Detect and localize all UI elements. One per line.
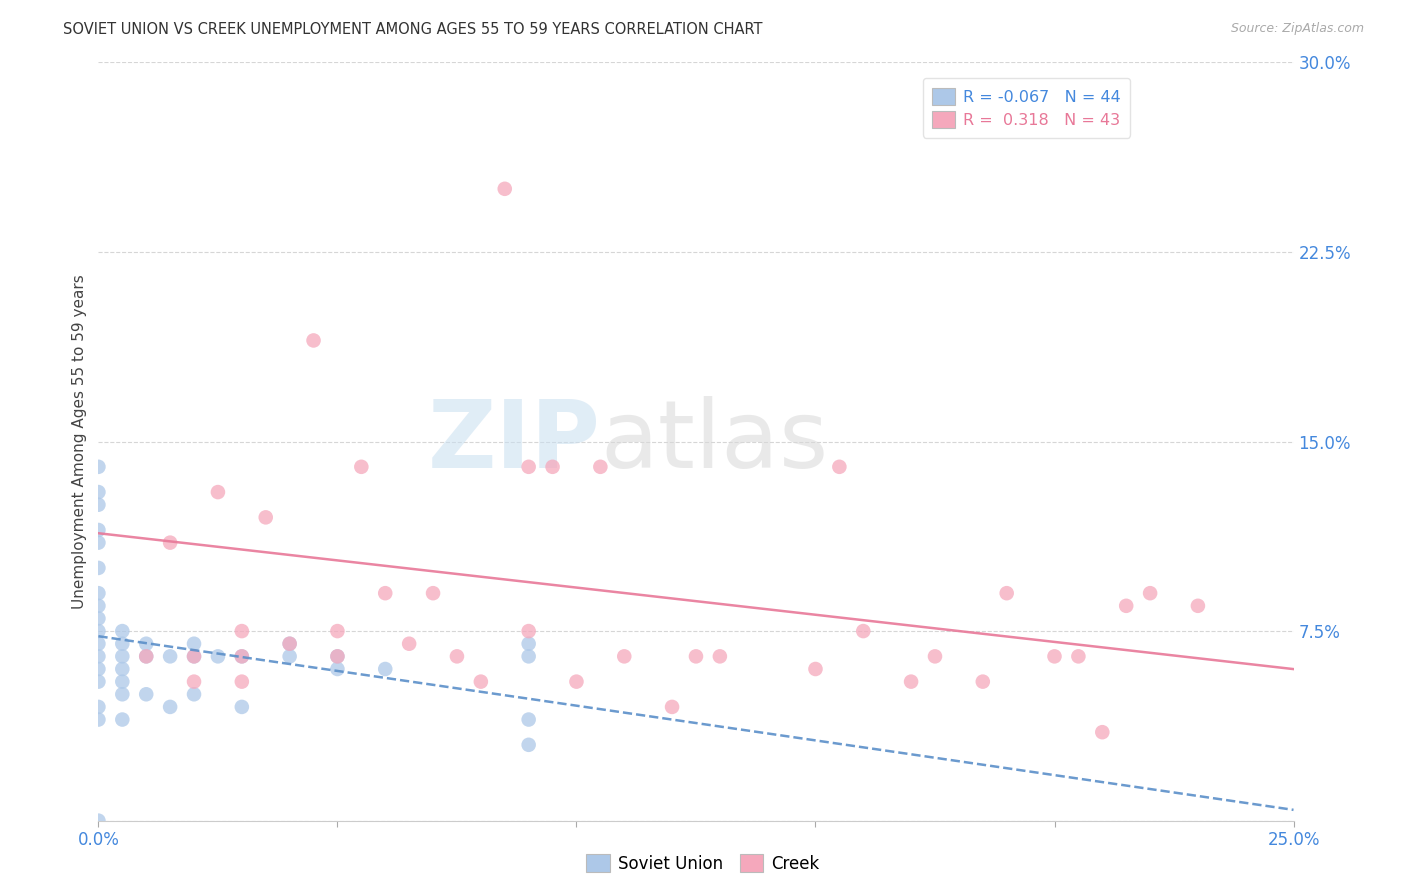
Point [517, 624, 540, 639]
Point [87, 459, 110, 474]
Point [374, 662, 396, 676]
Point [278, 649, 301, 664]
Point [87, 814, 110, 828]
Point [87, 662, 110, 676]
Point [828, 459, 851, 474]
Point [231, 674, 253, 689]
Text: SOVIET UNION VS CREEK UNEMPLOYMENT AMONG AGES 55 TO 59 YEARS CORRELATION CHART: SOVIET UNION VS CREEK UNEMPLOYMENT AMONG… [63, 22, 763, 37]
Point [302, 334, 325, 348]
Point [111, 43, 134, 57]
Point [87, 611, 110, 625]
Point [995, 586, 1018, 600]
Point [517, 637, 540, 651]
Point [1067, 649, 1090, 664]
Point [87, 713, 110, 727]
Point [159, 699, 181, 714]
Point [661, 699, 683, 714]
Point [159, 649, 181, 664]
Point [87, 535, 110, 549]
Point [87, 498, 110, 512]
Point [135, 649, 157, 664]
Point [111, 687, 134, 701]
Point [111, 713, 134, 727]
Point [87, 485, 110, 500]
Legend: R = -0.067   N = 44, R =  0.318   N = 43: R = -0.067 N = 44, R = 0.318 N = 43 [922, 78, 1130, 137]
Point [589, 459, 612, 474]
Point [111, 624, 134, 639]
Point [1091, 725, 1114, 739]
Point [87, 649, 110, 664]
Point [254, 510, 277, 524]
Point [87, 523, 110, 537]
Point [231, 624, 253, 639]
Point [231, 699, 253, 714]
Point [183, 649, 205, 664]
Point [1139, 586, 1161, 600]
Point [87, 599, 110, 613]
Point [852, 624, 875, 639]
Point [446, 649, 468, 664]
Point [111, 649, 134, 664]
Point [111, 662, 134, 676]
Point [183, 637, 205, 651]
Legend: Soviet Union, Creek: Soviet Union, Creek [579, 847, 827, 880]
Point [517, 459, 540, 474]
Point [231, 649, 253, 664]
Point [183, 687, 205, 701]
Point [231, 649, 253, 664]
Point [278, 637, 301, 651]
Point [517, 738, 540, 752]
Point [87, 586, 110, 600]
Point [183, 674, 205, 689]
Point [278, 637, 301, 651]
Point [900, 674, 922, 689]
Point [470, 674, 492, 689]
Text: Source: ZipAtlas.com: Source: ZipAtlas.com [1230, 22, 1364, 36]
Point [87, 561, 110, 575]
Point [1043, 649, 1066, 664]
Point [517, 649, 540, 664]
Point [207, 485, 229, 500]
Point [565, 674, 588, 689]
Point [517, 713, 540, 727]
Point [87, 674, 110, 689]
Point [350, 459, 373, 474]
Point [87, 624, 110, 639]
Point [111, 674, 134, 689]
Point [326, 649, 349, 664]
Point [541, 459, 564, 474]
Point [159, 535, 181, 549]
Point [422, 586, 444, 600]
Point [207, 649, 229, 664]
Point [613, 649, 636, 664]
Point [398, 637, 420, 651]
Point [326, 662, 349, 676]
Text: ZIP: ZIP [427, 395, 600, 488]
Point [1115, 599, 1137, 613]
Point [135, 649, 157, 664]
Point [326, 624, 349, 639]
Point [87, 699, 110, 714]
Point [804, 662, 827, 676]
Point [494, 182, 516, 196]
Point [326, 649, 349, 664]
Point [135, 637, 157, 651]
Point [709, 649, 731, 664]
Point [374, 586, 396, 600]
Y-axis label: Unemployment Among Ages 55 to 59 years: Unemployment Among Ages 55 to 59 years [72, 274, 87, 609]
Point [135, 687, 157, 701]
Point [183, 649, 205, 664]
Point [924, 649, 946, 664]
Point [685, 649, 707, 664]
Point [1187, 599, 1209, 613]
Point [972, 674, 994, 689]
Text: atlas: atlas [600, 395, 828, 488]
Point [87, 637, 110, 651]
Point [111, 637, 134, 651]
